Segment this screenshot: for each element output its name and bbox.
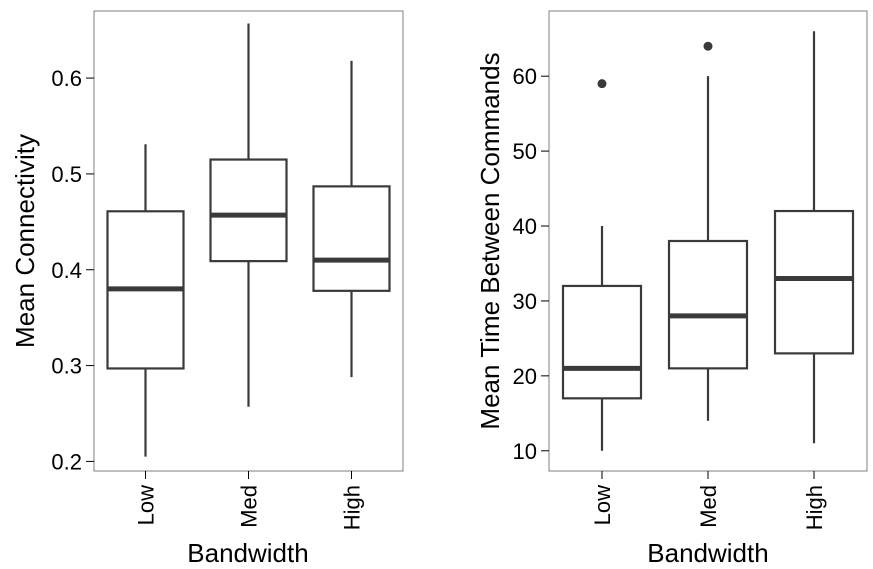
- y-tick-label: 60: [513, 64, 537, 89]
- x-tick-label: Med: [237, 485, 262, 528]
- y-tick-label: 40: [513, 214, 537, 239]
- y-axis: 10 20 30 40 50 60: [513, 64, 549, 464]
- y-axis-label: Mean Connectivity: [10, 134, 40, 348]
- y-tick-label: 10: [513, 439, 537, 464]
- x-axis: Low Med High: [134, 471, 365, 530]
- y-tick-label: 0.5: [51, 162, 82, 187]
- time-between-commands-panel: 10 20 30 40 50 60 Low Med High Bandwidth Mean T…: [475, 10, 868, 568]
- outlier-point: [597, 79, 607, 89]
- x-tick-label: High: [340, 485, 365, 530]
- box-series: [106, 23, 391, 457]
- box-med: [667, 41, 749, 421]
- y-tick-label: 50: [513, 139, 537, 164]
- x-axis: Low Med High: [590, 471, 827, 530]
- iqr-box: [312, 185, 391, 292]
- y-tick-label: 30: [513, 289, 537, 314]
- iqr-box: [667, 239, 749, 370]
- x-tick-label: Med: [696, 485, 721, 528]
- box-series: [561, 31, 855, 451]
- box-high: [773, 31, 855, 444]
- box-low: [561, 79, 643, 451]
- iqr-box: [773, 209, 855, 355]
- iqr-box: [561, 284, 643, 400]
- x-tick-label: Low: [134, 485, 159, 525]
- connectivity-panel: 0.2 0.3 0.4 0.5 0.6 Low Med High Bandwidth Mea…: [10, 10, 404, 568]
- box-high: [312, 60, 391, 378]
- y-tick-label: 0.3: [51, 354, 82, 379]
- y-tick-label: 0.4: [51, 258, 82, 283]
- y-tick-label: 20: [513, 364, 537, 389]
- y-axis-label: Mean Time Between Commands: [475, 52, 505, 429]
- outlier-point: [703, 41, 713, 51]
- x-tick-label: Low: [590, 485, 615, 525]
- y-tick-label: 0.2: [51, 449, 82, 474]
- x-axis-label: Bandwidth: [187, 538, 308, 568]
- y-axis: 0.2 0.3 0.4 0.5 0.6: [51, 66, 94, 474]
- iqr-box: [209, 158, 288, 263]
- y-tick-label: 0.6: [51, 66, 82, 91]
- x-axis-label: Bandwidth: [647, 538, 768, 568]
- x-tick-label: High: [802, 485, 827, 530]
- box-med: [209, 23, 288, 407]
- box-low: [106, 144, 185, 457]
